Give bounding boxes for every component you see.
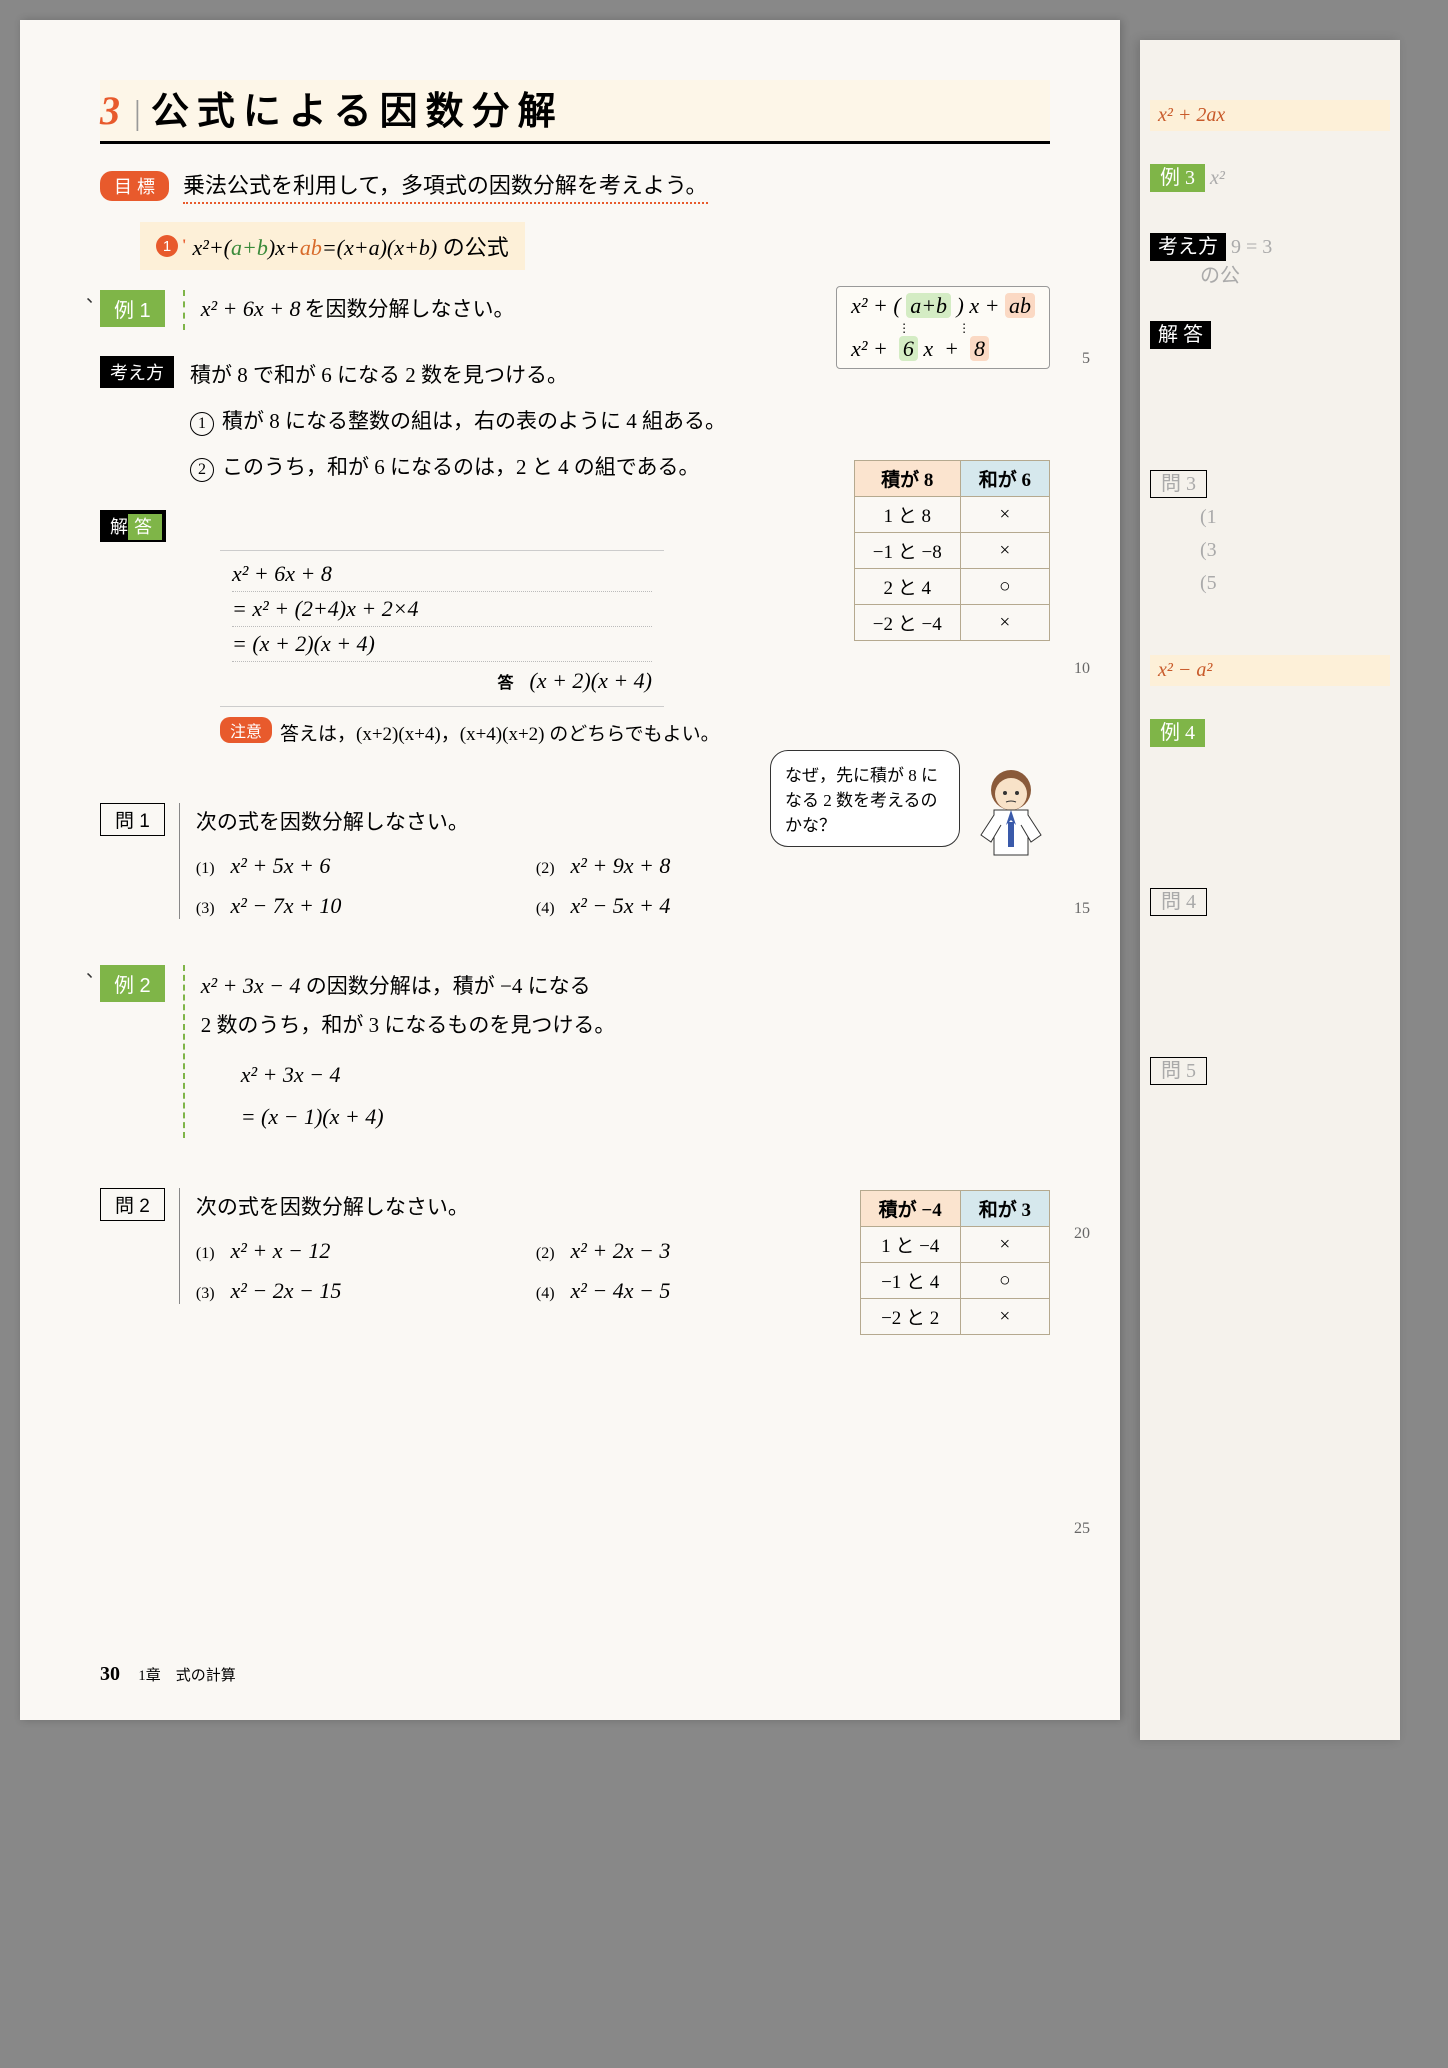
work-line-1: x² + 6x + 8: [232, 557, 652, 592]
table-row: 1 と −4×: [860, 1227, 1049, 1263]
q1-item: (4) x² − 5x + 4: [536, 893, 876, 919]
t2-h1: 積が −4: [860, 1191, 960, 1227]
ex2-work2: = (x − 1)(x + 4): [241, 1096, 616, 1138]
table-row: −1 と 4○: [860, 1263, 1049, 1299]
textbook-page: 3 | 公式による因数分解 目 標 乗法公式を利用して，多項式の因数分解を考えよ…: [20, 20, 1120, 1720]
example-1-tail: を因数分解しなさい。: [305, 297, 515, 321]
ex2-work1: x² + 3x − 4: [241, 1054, 616, 1096]
circle-1: 1: [190, 412, 214, 436]
work-line-3: = (x + 2)(x + 4): [232, 627, 652, 662]
chapter-title-bar: 3 | 公式による因数分解: [100, 80, 1050, 144]
goal-text: 乗法公式を利用して，多項式の因数分解を考えよう。: [183, 168, 707, 204]
example-1-expr: x² + 6x + 8: [201, 296, 301, 321]
circle-2: 2: [190, 458, 214, 482]
margin-25: 25: [1074, 1520, 1090, 1538]
table-row: −1 と −8×: [854, 533, 1049, 569]
q2-item: (3) x² − 2x − 15: [196, 1278, 536, 1304]
next-page-sliver: x² + 2ax 例 3 x² 考え方 9 = 3 の公 解 答 問 3 (1 …: [1140, 40, 1400, 1740]
margin-10: 10: [1074, 660, 1090, 678]
divider-pipe: |: [134, 95, 141, 133]
q1-label: 問 1: [100, 803, 165, 836]
work-answer: 答 (x + 2)(x + 4): [232, 662, 652, 700]
margin-15: 15: [1074, 900, 1090, 918]
example-1-label: 例 1: [100, 290, 165, 327]
table-row: −2 と −4×: [854, 605, 1049, 641]
page-footer: 30 1章 式の計算: [100, 1663, 236, 1686]
q1-item: (2) x² + 9x + 8: [536, 853, 876, 879]
q2-item: (2) x² + 2x − 3: [536, 1238, 876, 1264]
q1-item: (1) x² + 5x + 6: [196, 853, 536, 879]
goal-row: 目 標 乗法公式を利用して，多項式の因数分解を考えよう。: [100, 168, 1050, 204]
think-main: 積が 8 で和が 6 になる 2 数を見つける。: [190, 356, 726, 396]
tick-icon: 、: [86, 282, 104, 308]
example-1-prompt-row: 、 例 1 x² + 6x + 8 を因数分解しなさい。 x² + ( a+b …: [100, 290, 1050, 330]
bubble-text: なぜ，先に積が 8 になる 2 数を考えるのかな？: [770, 750, 960, 847]
ex2-line1: x² + 3x − 4 の因数分解は，積が −4 になる: [201, 965, 616, 1007]
q2-item: (1) x² + x − 12: [196, 1238, 536, 1264]
t1-h1: 積が 8: [854, 461, 960, 497]
table-row: 2 と 4○: [854, 569, 1049, 605]
q1-item: (3) x² − 7x + 10: [196, 893, 536, 919]
table-row: −2 と 2×: [860, 1299, 1049, 1335]
think-label: 考え方: [100, 356, 174, 388]
caution-text: 答えは，(x+2)(x+4)，(x+4)(x+2) のどちらでもよい。: [280, 717, 720, 753]
caution-row: 注意 答えは，(x+2)(x+4)，(x+4)(x+2) のどちらでもよい。: [220, 717, 1050, 753]
q2-prompt: 次の式を因数分解しなさい。: [196, 1188, 876, 1228]
margin-20: 20: [1074, 1225, 1090, 1243]
chapter-title-text: 公式による因数分解: [151, 80, 564, 135]
speech-bubble: なぜ，先に積が 8 になる 2 数を考えるのかな？: [770, 750, 960, 847]
t1-h2: 和が 6: [960, 461, 1049, 497]
formula-expression: x²+(a+b)x+ab=(x+a)(x+b) の公式: [192, 230, 508, 262]
factor-table-2: 積が −4和が 3 1 と −4× −1 と 4○ −2 と 2×: [860, 1190, 1050, 1335]
think-1: 積が 8 になる整数の組は，右の表のように 4 組ある。: [222, 409, 726, 433]
formula-hint-box: x² + ( a+b ) x + ab ⋮ ⋮ x² + 6 x + 8: [836, 286, 1050, 369]
np-formula: x² + 2ax: [1150, 100, 1390, 131]
page-number: 30: [100, 1663, 120, 1685]
q2-label: 問 2: [100, 1188, 165, 1221]
work-box: x² + 6x + 8 = x² + (2+4)x + 2×4 = (x + 2…: [220, 550, 664, 707]
formula-number: 1: [156, 235, 178, 257]
footer-chapter: 1章 式の計算: [138, 1668, 236, 1684]
example-2-row: 、 例 2 x² + 3x − 4 の因数分解は，積が −4 になる 2 数のう…: [100, 965, 1050, 1138]
q2-item: (4) x² − 4x − 5: [536, 1278, 876, 1304]
caution-chip: 注意: [220, 717, 272, 743]
margin-5: 5: [1082, 350, 1090, 368]
example-2-label: 例 2: [100, 965, 165, 1002]
answer-label: 解答: [100, 510, 166, 542]
chapter-number: 3: [100, 87, 120, 134]
hint-top: x² + ( a+b ) x + ab: [851, 293, 1035, 319]
think-2: このうち，和が 6 になるのは，2 と 4 の組である。: [222, 455, 700, 479]
hint-bot: x² + 6 x + 8: [851, 336, 1035, 362]
ex2-line2: 2 数のうち，和が 3 になるものを見つける。: [201, 1006, 616, 1046]
table-row: 1 と 8×: [854, 497, 1049, 533]
boy-illustration: [966, 760, 1056, 875]
factor-table-1: 積が 8和が 6 1 と 8× −1 と −8× 2 と 4○ −2 と −4×: [854, 460, 1050, 641]
work-line-2: = x² + (2+4)x + 2×4: [232, 592, 652, 627]
goal-chip: 目 標: [100, 171, 169, 201]
t2-h2: 和が 3: [960, 1191, 1049, 1227]
tick-icon: 、: [86, 957, 104, 983]
formula-heading: 1 ' x²+(a+b)x+ab=(x+a)(x+b) の公式: [140, 222, 525, 270]
